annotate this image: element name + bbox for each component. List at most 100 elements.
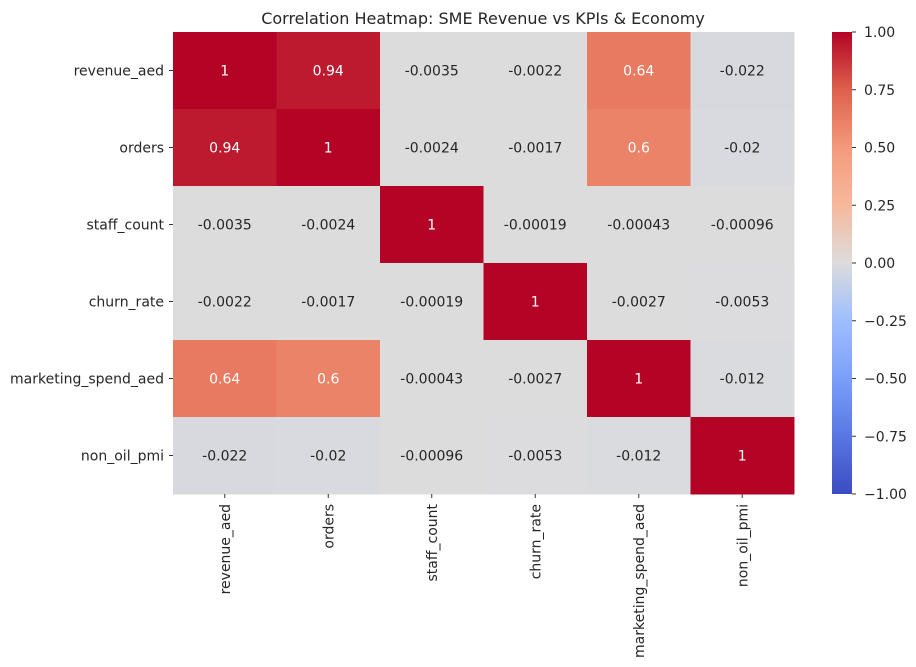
x-tick-label: marketing_spend_aed bbox=[632, 504, 648, 658]
y-tick-label: revenue_aed bbox=[74, 64, 164, 80]
cell-value-label: -0.0017 bbox=[301, 295, 355, 311]
heatmap-cell bbox=[173, 186, 277, 264]
colorbar-tick-label: 0.75 bbox=[864, 83, 895, 99]
colorbar-tick-label: −0.25 bbox=[864, 314, 907, 330]
heatmap-cell bbox=[173, 109, 277, 187]
cell-value-label: -0.012 bbox=[616, 449, 661, 465]
heatmap-cell bbox=[276, 32, 381, 110]
heatmap-cell bbox=[483, 417, 588, 495]
chart-title: Correlation Heatmap: SME Revenue vs KPIs… bbox=[261, 9, 705, 28]
cell-value-label: 1 bbox=[220, 64, 229, 80]
heatmap-cell bbox=[173, 340, 277, 418]
heatmap-cell bbox=[690, 32, 795, 110]
cell-value-label: 1 bbox=[738, 449, 747, 465]
heatmap-cell bbox=[690, 417, 795, 495]
cell-value-label: -0.0053 bbox=[715, 295, 769, 311]
heatmap-cell bbox=[690, 263, 795, 341]
heatmap-cell bbox=[587, 417, 691, 495]
cell-value-label: 1 bbox=[324, 141, 333, 157]
heatmap-cells bbox=[173, 32, 795, 495]
colorbar-tick-label: 0.50 bbox=[864, 141, 895, 157]
cell-value-label: 1 bbox=[634, 372, 643, 388]
cell-value-label: 0.94 bbox=[313, 64, 344, 80]
cell-value-label: 0.6 bbox=[628, 141, 650, 157]
cell-value-label: -0.0024 bbox=[405, 141, 459, 157]
heatmap-cell bbox=[483, 340, 588, 418]
x-tick-label: orders bbox=[321, 504, 337, 549]
heatmap-cell bbox=[587, 263, 691, 341]
cell-value-label: -0.00043 bbox=[607, 218, 670, 234]
cell-value-label: -0.00019 bbox=[400, 295, 463, 311]
heatmap-cell bbox=[690, 109, 795, 187]
colorbar-tick-label: −1.00 bbox=[864, 487, 907, 503]
y-tick-label: churn_rate bbox=[89, 295, 164, 311]
heatmap-cell bbox=[587, 109, 691, 187]
cell-value-label: -0.02 bbox=[310, 449, 346, 465]
cell-value-label: -0.00096 bbox=[711, 218, 774, 234]
cell-value-label: -0.022 bbox=[720, 64, 765, 80]
colorbar bbox=[832, 32, 852, 494]
x-tick-label: staff_count bbox=[425, 503, 441, 581]
cell-value-label: 0.6 bbox=[317, 372, 339, 388]
colorbar-tick-label: 0.25 bbox=[864, 198, 895, 214]
cell-value-label: -0.00096 bbox=[400, 449, 463, 465]
heatmap-cell bbox=[587, 340, 691, 418]
heatmap-cell bbox=[690, 340, 795, 418]
heatmap-cell bbox=[380, 32, 484, 110]
cell-value-label: -0.0022 bbox=[508, 64, 562, 80]
x-axis-tick-labels: revenue_aed orders staff_count churn_rate ma… bbox=[218, 494, 751, 658]
heatmap-cell bbox=[380, 417, 484, 495]
heatmap-cell bbox=[173, 417, 277, 495]
y-tick-label: marketing_spend_aed bbox=[10, 372, 164, 388]
colorbar-ticks: 1.00 0.75 0.50 0.25 0.00 −0.25 −0.50 −0.75 −1.00 bbox=[852, 25, 907, 503]
heatmap-cell bbox=[483, 263, 588, 341]
cell-value-label: -0.00043 bbox=[400, 372, 463, 388]
cell-value-label: -0.02 bbox=[724, 141, 760, 157]
heatmap-cell bbox=[276, 109, 381, 187]
y-tick-label: orders bbox=[119, 141, 164, 157]
y-tick-label: staff_count bbox=[86, 218, 164, 234]
colorbar-tick-label: −0.75 bbox=[864, 429, 907, 445]
heatmap-value-labels: 1 0.94 -0.0035 -0.0022 0.64 -0.022 0.94 1 -0.002… bbox=[198, 64, 774, 465]
cell-value-label: 0.94 bbox=[209, 141, 240, 157]
cell-value-label: -0.0027 bbox=[612, 295, 666, 311]
cell-value-label: -0.0017 bbox=[508, 141, 562, 157]
heatmap-cell bbox=[276, 417, 381, 495]
heatmap-cell bbox=[276, 186, 381, 264]
heatmap-cell bbox=[483, 32, 588, 110]
heatmap-cell bbox=[380, 263, 484, 341]
y-tick-label: non_oil_pmi bbox=[81, 449, 164, 465]
heatmap-cell bbox=[483, 109, 588, 187]
heatmap-cell bbox=[587, 32, 691, 110]
cell-value-label: -0.012 bbox=[720, 372, 765, 388]
colorbar-tick-label: 0.00 bbox=[864, 256, 895, 272]
cell-value-label: -0.022 bbox=[202, 449, 247, 465]
heatmap-cell bbox=[276, 340, 381, 418]
x-tick-label: revenue_aed bbox=[218, 504, 234, 594]
heatmap-cell bbox=[380, 109, 484, 187]
cell-value-label: -0.0024 bbox=[301, 218, 355, 234]
cell-value-label: -0.00019 bbox=[504, 218, 567, 234]
cell-value-label: -0.0035 bbox=[198, 218, 252, 234]
cell-value-label: -0.0053 bbox=[508, 449, 562, 465]
colorbar-tick-label: −0.50 bbox=[864, 372, 907, 388]
cell-value-label: 1 bbox=[531, 295, 540, 311]
cell-value-label: 1 bbox=[427, 218, 436, 234]
heatmap-cell bbox=[690, 186, 795, 264]
x-tick-label: churn_rate bbox=[528, 504, 544, 579]
cell-value-label: 0.64 bbox=[209, 372, 240, 388]
cell-value-label: 0.64 bbox=[623, 64, 654, 80]
heatmap-cell bbox=[276, 263, 381, 341]
cell-value-label: -0.0027 bbox=[508, 372, 562, 388]
heatmap-cell bbox=[587, 186, 691, 264]
heatmap-cell bbox=[380, 340, 484, 418]
x-tick-label: non_oil_pmi bbox=[735, 504, 751, 587]
heatmap-cell bbox=[173, 263, 277, 341]
cell-value-label: -0.0022 bbox=[198, 295, 252, 311]
cell-value-label: -0.0035 bbox=[405, 64, 459, 80]
heatmap-cell bbox=[380, 186, 484, 264]
heatmap-cell bbox=[173, 32, 277, 110]
heatmap-cell bbox=[483, 186, 588, 264]
